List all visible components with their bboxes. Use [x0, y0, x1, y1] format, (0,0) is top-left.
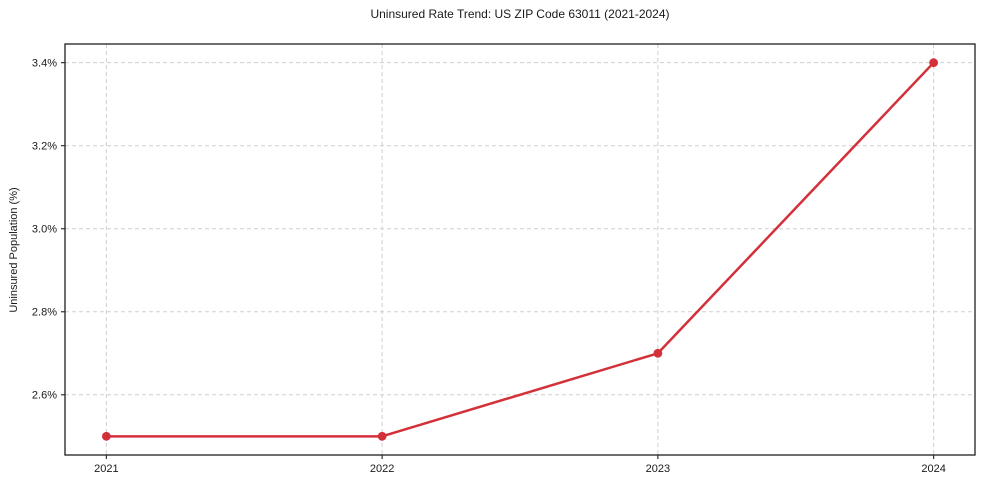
y-tick-label: 3.4% [32, 57, 57, 69]
trend-line [105, 61, 935, 438]
x-tick-label: 2024 [921, 463, 945, 475]
data-point-marker [101, 431, 111, 441]
x-tick-label: 2021 [94, 463, 118, 475]
chart-title: Uninsured Rate Trend: US ZIP Code 63011 … [370, 7, 670, 21]
data-point-marker [377, 431, 387, 441]
data-point-marker [929, 58, 939, 68]
x-tick-label: 2022 [370, 463, 394, 475]
y-tick-label: 3.2% [32, 141, 57, 153]
y-tick-label: 3.0% [32, 224, 57, 236]
y-tick-label: 2.8% [32, 307, 57, 319]
data-point-marker [653, 348, 663, 358]
y-tick-label: 2.6% [32, 390, 57, 402]
axes-frame [64, 43, 976, 456]
x-tick-label: 2023 [646, 463, 670, 475]
